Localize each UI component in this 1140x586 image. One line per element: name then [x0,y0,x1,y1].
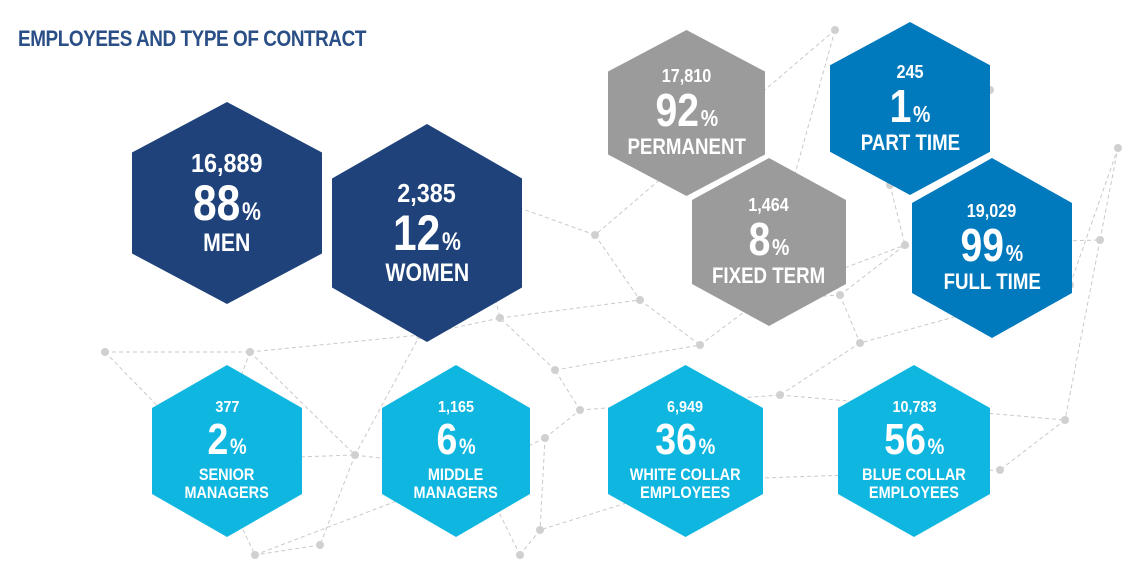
network-link [554,369,581,411]
hex-fixed-term: 1,464 8% FIXED TERM [692,158,846,326]
network-node [776,391,784,399]
men-percent: 88% [193,174,261,231]
network-node [636,296,644,304]
network-link [499,299,641,319]
network-node [496,314,504,322]
hex-permanent: 17,810 92% PERMANENT [608,30,765,196]
network-link [839,244,906,296]
network-link [354,334,421,456]
page-title: EMPLOYEES AND TYPE OF CONTRACT [18,26,367,51]
full-time-label: FULL TIME [943,269,1041,295]
women-percent: 12% [393,204,461,261]
network-node [996,466,1004,474]
white-collar-count: 6,949 [667,398,704,416]
permanent-count: 17,810 [661,66,712,87]
senior-managers-label: SENIOR MANAGERS [184,464,270,502]
network-node [836,291,844,299]
senior-managers-count: 377 [214,398,240,416]
men-label: MEN [203,228,251,257]
network-link [759,294,841,301]
network-link [699,299,761,346]
network-node [831,26,839,34]
middle-managers-count: 1,165 [437,398,475,416]
network-node [316,541,324,549]
middle-managers-label: MIDDLE MANAGERS [413,464,499,502]
network-node [1114,144,1122,152]
hex-part-time: 245 1% PART TIME [830,22,990,195]
network-link [999,419,1066,471]
blue-collar-label: BLUE COLLAR EMPLOYEES [862,464,966,502]
part-time-percent: 1% [889,79,931,132]
middle-managers-percent: 6% [436,414,476,464]
network-link [554,344,701,371]
network-link [594,234,641,301]
network-link [1064,239,1101,421]
network-node [1096,236,1104,244]
permanent-percent: 92% [655,84,718,137]
network-link [839,294,861,344]
network-node [591,231,599,239]
network-link [539,437,546,531]
network-link [519,529,541,556]
network-node [101,348,109,356]
network-node [251,551,259,559]
network-link [639,299,701,346]
full-time-count: 19,029 [967,201,1017,222]
part-time-count: 245 [896,61,924,82]
network-link [249,334,421,353]
network-node [696,341,704,349]
white-collar-percent: 36% [655,414,716,464]
white-collar-label: WHITE COLLAR EMPLOYEES [630,464,741,502]
network-node [536,526,544,534]
network-node [856,339,864,347]
network-node [901,241,909,249]
full-time-percent: 99% [960,219,1024,272]
women-count: 2,385 [397,177,457,208]
network-node [576,406,584,414]
blue-collar-percent: 56% [884,414,944,464]
network-link [544,409,581,439]
permanent-label: PERMANENT [627,134,746,160]
women-label: WOMEN [385,258,469,287]
network-link [254,544,321,556]
network-node [1061,416,1069,424]
part-time-label: PART TIME [860,129,960,155]
men-count: 16,889 [191,147,263,178]
network-node [246,348,254,356]
network-link [779,342,861,396]
network-link [1069,147,1119,286]
network-link [469,189,596,236]
fixed-term-label: FIXED TERM [712,263,826,289]
network-link [1099,147,1119,241]
network-node [541,434,549,442]
fixed-term-percent: 8% [748,213,790,266]
network-link [889,184,906,246]
network-node [516,551,524,559]
network-node [551,366,559,374]
blue-collar-count: 10,783 [891,398,937,416]
senior-managers-percent: 2% [207,414,247,464]
network-node [351,451,359,459]
network-link [249,351,356,456]
network-link [319,454,356,546]
fixed-term-count: 1,464 [748,195,790,216]
network-link [499,317,556,371]
